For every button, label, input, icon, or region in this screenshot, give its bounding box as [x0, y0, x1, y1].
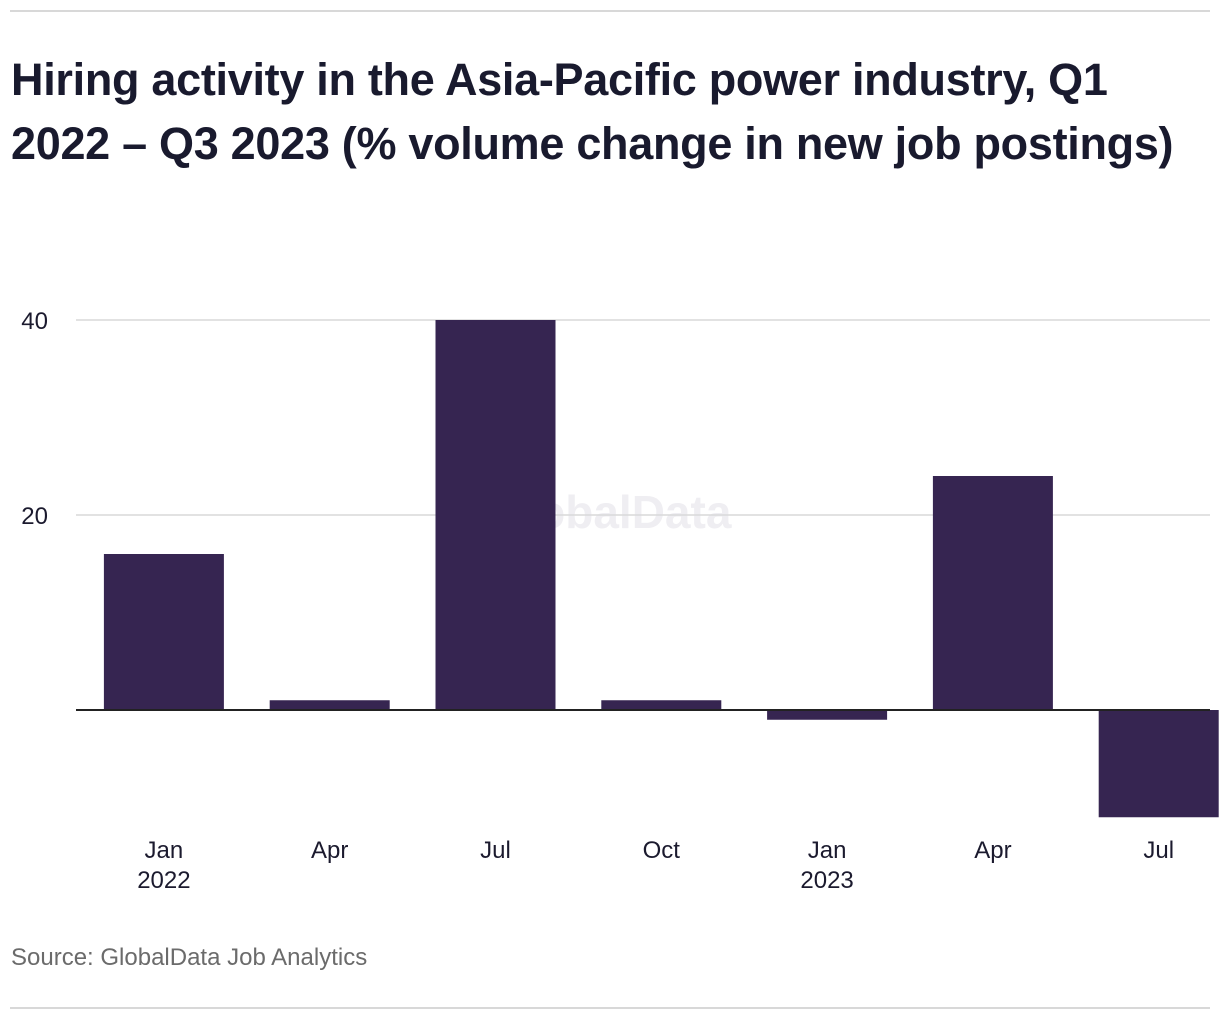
y-tick-label: 40	[21, 308, 48, 335]
bar-2	[435, 320, 556, 710]
chart-title: Hiring activity in the Asia-Pacific powe…	[11, 54, 1174, 169]
x-tick-label: Oct	[643, 837, 681, 864]
bar-6	[1098, 710, 1219, 818]
x-tick-label: 2023	[800, 867, 853, 894]
y-tick-label: 20	[21, 503, 48, 530]
bottom-rule	[10, 1007, 1210, 1009]
x-tick-label: Jan	[145, 837, 184, 864]
bar-1	[269, 700, 390, 710]
bar-0	[103, 554, 224, 710]
x-tick-label: Jul	[480, 837, 511, 864]
top-rule	[10, 10, 1210, 12]
bar-3	[601, 700, 722, 710]
x-tick-label: 2022	[137, 867, 190, 894]
bar-4	[767, 710, 888, 720]
x-tick-label: Jul	[1143, 837, 1174, 864]
source-note: Source: GlobalData Job Analytics	[11, 944, 368, 971]
bar-5	[932, 476, 1053, 710]
x-tick-label: Apr	[974, 837, 1011, 864]
x-tick-label: Jan	[808, 837, 847, 864]
x-tick-label: Apr	[311, 837, 348, 864]
